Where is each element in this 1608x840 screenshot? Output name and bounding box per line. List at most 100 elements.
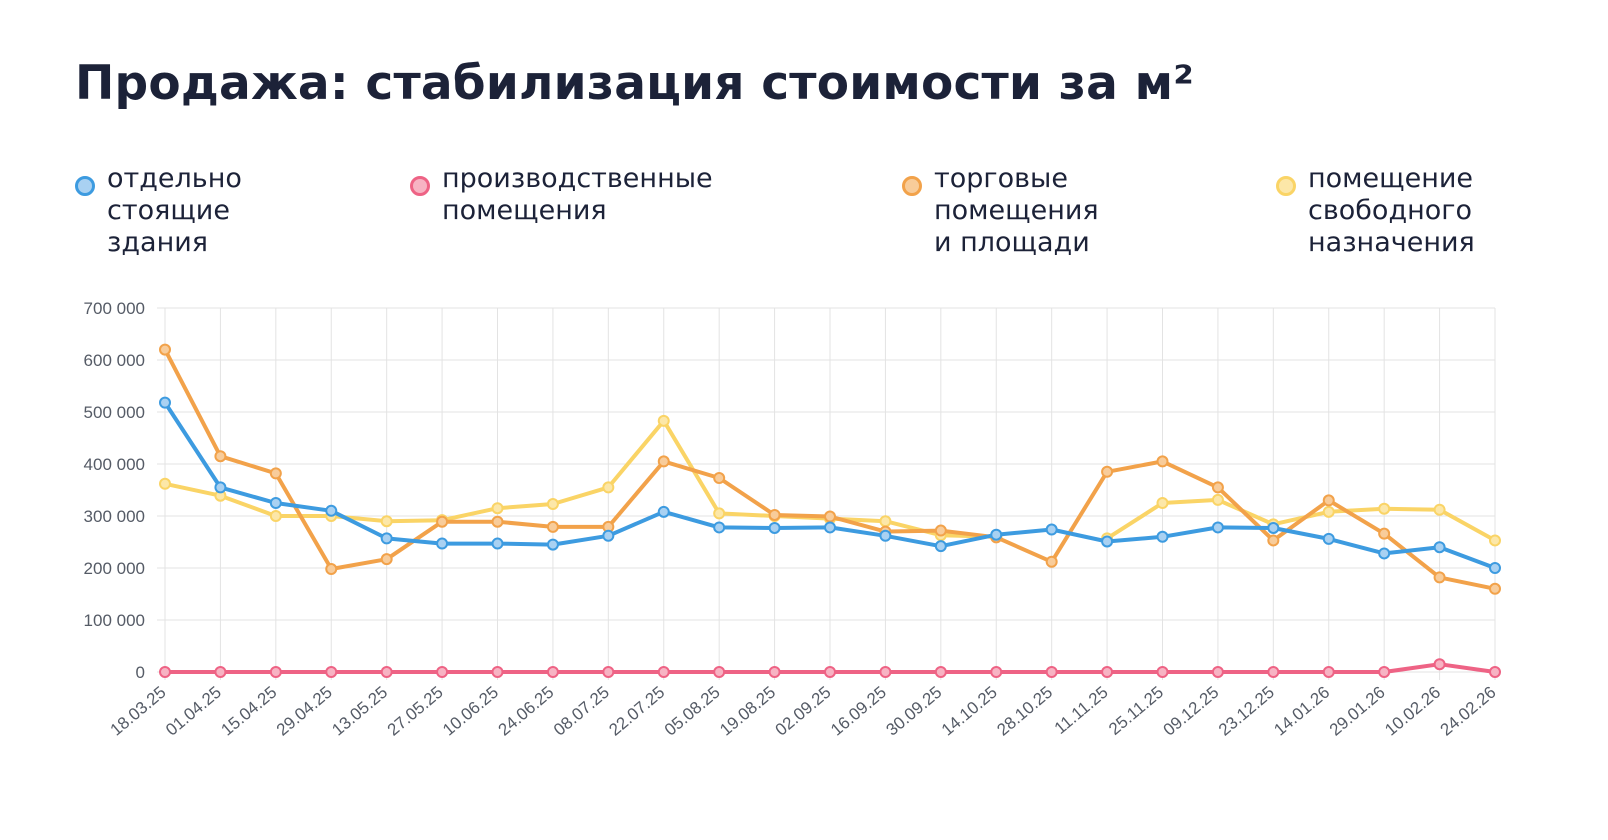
data-point <box>214 666 227 678</box>
x-tick-label: 22.07.25 <box>605 683 668 740</box>
data-point <box>214 450 227 463</box>
data-point <box>1322 494 1335 507</box>
data-point <box>713 521 726 534</box>
x-tick-label: 25.11.25 <box>1105 683 1167 739</box>
data-point <box>491 537 504 550</box>
x-tick-label: 01.04.25 <box>162 683 225 740</box>
data-point <box>602 666 615 678</box>
data-point <box>546 498 559 511</box>
data-point <box>1211 666 1224 678</box>
data-point <box>491 515 504 528</box>
data-point <box>546 538 559 551</box>
x-tick-label: 14.01.26 <box>1270 683 1333 740</box>
data-point <box>1211 493 1224 506</box>
data-point <box>934 666 947 678</box>
data-point <box>1322 532 1335 545</box>
data-point <box>1156 497 1169 509</box>
data-point <box>657 505 670 518</box>
y-tick-label: 0 <box>136 663 145 682</box>
data-point <box>713 666 726 678</box>
x-tick-label: 24.06.25 <box>495 683 558 740</box>
chart-title: Продажа: стабилизация стоимости за м² <box>75 56 1195 111</box>
x-tick-label: 30.09.25 <box>882 683 945 740</box>
data-point <box>1433 503 1446 516</box>
y-tick-label: 500 000 <box>84 403 145 422</box>
data-point <box>1267 666 1280 678</box>
data-point <box>713 507 726 520</box>
data-point <box>380 515 393 528</box>
data-point <box>269 497 282 509</box>
data-point <box>1378 527 1391 540</box>
x-tick-label: 05.08.25 <box>661 683 724 740</box>
data-point <box>1045 523 1058 536</box>
data-point <box>1489 582 1501 595</box>
data-point <box>879 666 892 678</box>
x-tick-label: 11.11.25 <box>1051 683 1112 738</box>
data-point <box>1101 666 1114 678</box>
data-point <box>159 343 171 356</box>
data-point <box>436 666 449 678</box>
legend-marker-icon <box>902 176 922 196</box>
x-tick-label: 29.01.26 <box>1326 683 1389 740</box>
data-point <box>768 666 781 678</box>
data-point <box>1322 505 1335 518</box>
y-tick-label: 300 000 <box>84 507 145 526</box>
legend-label: помещение свободного назначения <box>1308 163 1475 258</box>
data-point <box>1433 541 1446 554</box>
data-point <box>1433 571 1446 584</box>
data-point <box>269 467 282 480</box>
data-point <box>159 666 171 678</box>
legend-item-retail-premises[interactable]: торговые помещения и площади <box>902 163 1099 259</box>
data-point <box>491 666 504 678</box>
data-point <box>1489 666 1501 678</box>
data-point <box>824 666 836 678</box>
data-point <box>1211 481 1224 494</box>
x-tick-label: 16.09.25 <box>827 683 890 740</box>
data-point <box>990 528 1003 541</box>
data-point <box>768 508 781 521</box>
data-point <box>934 524 947 537</box>
x-tick-label: 18.03.25 <box>107 683 170 740</box>
y-tick-label: 600 000 <box>84 351 145 370</box>
data-point <box>214 481 227 494</box>
data-point <box>1489 534 1501 547</box>
data-point <box>325 563 338 576</box>
data-point <box>325 504 338 517</box>
data-point <box>602 529 615 542</box>
data-point <box>380 532 393 545</box>
legend-marker-icon <box>410 176 430 196</box>
data-point <box>1211 521 1224 534</box>
legend-item-industrial-premises[interactable]: производственные помещения <box>410 163 713 227</box>
x-tick-label: 13.05.25 <box>328 683 391 740</box>
data-point <box>713 472 726 485</box>
x-tick-label: 10.02.26 <box>1381 683 1444 740</box>
legend-marker-icon <box>75 176 95 196</box>
legend-item-free-use-premises[interactable]: помещение свободного назначения <box>1276 163 1475 259</box>
data-point <box>768 521 781 534</box>
data-point <box>657 455 670 468</box>
data-point <box>657 414 670 427</box>
x-tick-label: 02.09.25 <box>772 683 835 740</box>
data-point <box>1378 666 1391 678</box>
data-point <box>491 502 504 515</box>
data-point <box>1045 666 1058 678</box>
legend-item-detached-buildings[interactable]: отдельно стоящие здания <box>75 163 242 259</box>
data-point <box>934 540 947 553</box>
data-point <box>1489 562 1501 574</box>
x-tick-label: 14.10.25 <box>938 683 1001 740</box>
data-point <box>1156 530 1169 543</box>
x-tick-label: 29.04.25 <box>273 683 336 740</box>
data-point <box>380 553 393 566</box>
x-tick-label: 08.07.25 <box>550 683 613 740</box>
data-point <box>1156 455 1169 468</box>
legend-label: торговые помещения и площади <box>934 163 1099 258</box>
data-point <box>1267 521 1280 534</box>
data-point <box>325 666 338 678</box>
data-point <box>1101 535 1114 548</box>
data-point <box>159 396 171 409</box>
data-point <box>1045 555 1058 568</box>
data-point <box>1322 666 1335 678</box>
x-tick-label: 10.06.25 <box>439 683 502 740</box>
legend-marker-icon <box>1276 176 1296 196</box>
y-tick-label: 700 000 <box>84 299 145 318</box>
